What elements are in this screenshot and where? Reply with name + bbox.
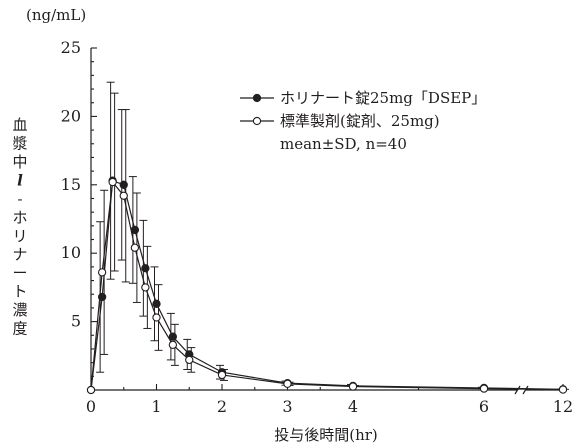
y-axis-label-char: 漿 — [12, 135, 27, 153]
legend-marker — [252, 116, 262, 126]
y-axis-label-char: 中 — [12, 153, 27, 171]
x-tick-label: 0 — [86, 397, 96, 416]
y-axis-label-char: l — [17, 172, 23, 190]
y-tick-label: 10 — [61, 243, 81, 262]
legend-marker — [252, 93, 262, 103]
y-tick-label: 25 — [61, 38, 81, 57]
legend-entry: 標準製剤(錠剤、25mg) — [280, 112, 440, 130]
x-tick-label: 3 — [282, 397, 292, 416]
y-axis-label-char: ナ — [12, 246, 27, 264]
x-axis-break-mark — [514, 385, 529, 395]
y-axis-label-char: ト — [12, 283, 27, 301]
legend-entry: ホリナート錠25mg「DSEP」 — [280, 89, 486, 107]
data-point-open — [86, 385, 96, 395]
y-axis-label-char: ホ — [12, 209, 27, 227]
data-point-filled — [152, 299, 161, 308]
x-tick-label: 6 — [479, 397, 489, 416]
data-point-open — [119, 191, 128, 200]
data-point-open — [185, 355, 194, 365]
legend: ホリナート錠25mg「DSEP」標準製剤(錠剤、25mg) mean±SD, n=… — [240, 89, 486, 153]
data-point-open — [217, 370, 227, 380]
data-point-open — [168, 340, 178, 350]
series-line — [90, 180, 564, 391]
data-point-open — [141, 283, 150, 292]
data-point-filled — [119, 180, 128, 189]
y-axis-label-char: 度 — [12, 320, 27, 338]
series-layer — [86, 81, 569, 395]
y-axis-label-char: - — [17, 190, 22, 208]
x-axis-label: 投与後時間(hr) — [274, 426, 378, 444]
data-point-open — [558, 385, 568, 394]
data-point-open — [479, 384, 489, 393]
x-tick-label: 1 — [151, 397, 161, 416]
y-axis-label-char: リ — [12, 227, 27, 245]
y-unit-label: (ng/mL) — [26, 6, 86, 24]
y-axis-label-char: 血 — [12, 116, 27, 134]
data-point-open — [348, 382, 358, 391]
data-point-open — [283, 379, 292, 388]
y-tick-label: 20 — [61, 106, 81, 125]
data-point-filled — [168, 332, 178, 341]
data-point-filled — [141, 264, 150, 273]
series-line — [90, 179, 564, 391]
y-axis-label: 血漿中 l -ホリナート濃度 — [12, 116, 27, 338]
y-tick-label: 15 — [61, 175, 81, 194]
data-point-open — [97, 268, 107, 277]
data-point-open — [152, 313, 161, 322]
x-tick-label: 4 — [348, 397, 358, 416]
y-axis-label-char: ー — [12, 264, 27, 282]
data-point-open — [108, 177, 117, 187]
data-point-filled — [130, 225, 140, 235]
y-tick-label: 5 — [71, 312, 81, 331]
legend-note: mean±SD, n=40 — [280, 135, 407, 153]
x-tick-label: 12 — [553, 397, 573, 416]
data-point-open — [130, 243, 140, 252]
series-2 — [86, 92, 569, 395]
x-tick-label: 2 — [217, 397, 227, 416]
y-axis-label-char: 濃 — [12, 301, 27, 319]
